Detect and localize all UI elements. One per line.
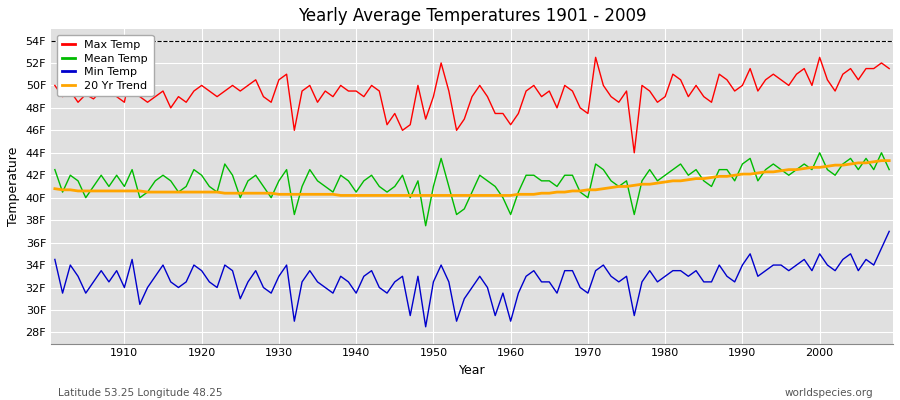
- Y-axis label: Temperature: Temperature: [7, 147, 20, 226]
- Text: Latitude 53.25 Longitude 48.25: Latitude 53.25 Longitude 48.25: [58, 388, 223, 398]
- Text: worldspecies.org: worldspecies.org: [785, 388, 873, 398]
- Title: Yearly Average Temperatures 1901 - 2009: Yearly Average Temperatures 1901 - 2009: [298, 7, 646, 25]
- Legend: Max Temp, Mean Temp, Min Temp, 20 Yr Trend: Max Temp, Mean Temp, Min Temp, 20 Yr Tre…: [57, 35, 154, 96]
- X-axis label: Year: Year: [459, 364, 485, 377]
